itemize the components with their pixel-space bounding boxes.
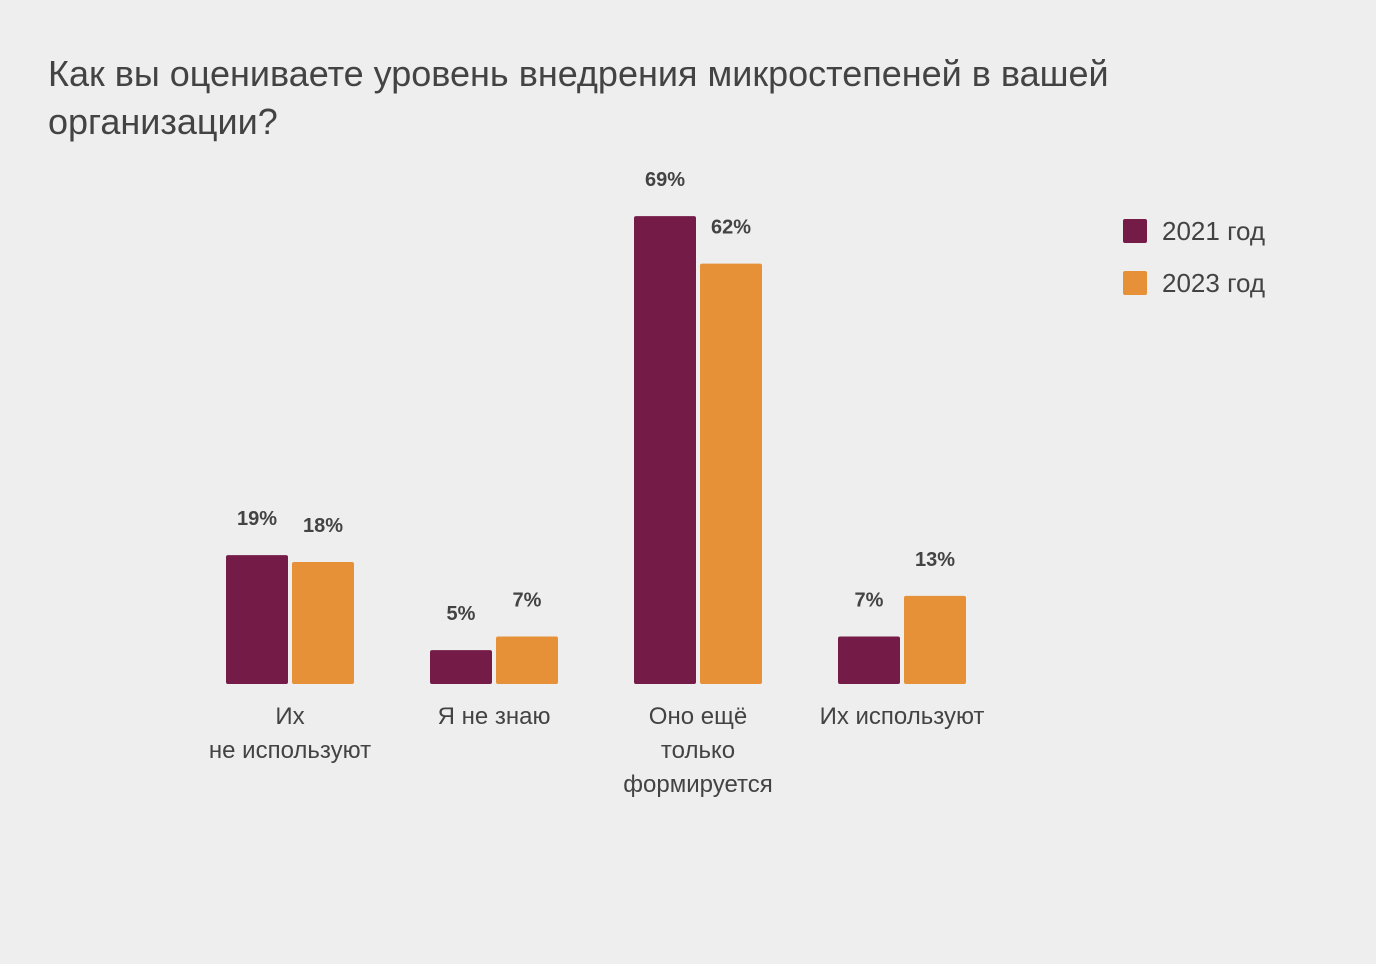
legend-label: 2023 год bbox=[1162, 268, 1265, 298]
category-label: Их bbox=[275, 703, 304, 730]
bar-2021 bbox=[634, 216, 696, 684]
legend-label: 2021 год bbox=[1162, 216, 1265, 246]
data-label: 13% bbox=[915, 549, 955, 571]
category-label: Их используют bbox=[820, 703, 985, 730]
bar-2021 bbox=[430, 650, 492, 684]
chart-title: Как вы оцениваете уровень внедрения микр… bbox=[48, 53, 1109, 142]
bar-2023 bbox=[496, 636, 558, 684]
bar-2021 bbox=[226, 555, 288, 684]
data-label: 7% bbox=[513, 590, 542, 612]
legend-swatch bbox=[1123, 219, 1147, 243]
data-label: 62% bbox=[711, 217, 751, 239]
category-label: формируется bbox=[623, 771, 772, 798]
category-label: не используют bbox=[209, 737, 371, 764]
data-label: 69% bbox=[645, 169, 685, 191]
data-label: 19% bbox=[237, 508, 277, 530]
category-label: Оно ещё bbox=[649, 703, 747, 730]
category-label: только bbox=[661, 737, 735, 764]
data-label: 7% bbox=[855, 590, 884, 612]
legend-swatch bbox=[1123, 271, 1147, 295]
data-label: 5% bbox=[447, 603, 476, 625]
bar-2023 bbox=[700, 263, 762, 684]
bar-2023 bbox=[292, 561, 354, 684]
bar-2021 bbox=[838, 636, 900, 684]
category-label: Я не знаю bbox=[438, 703, 551, 730]
bar-2023 bbox=[904, 595, 966, 684]
data-label: 18% bbox=[303, 515, 343, 537]
